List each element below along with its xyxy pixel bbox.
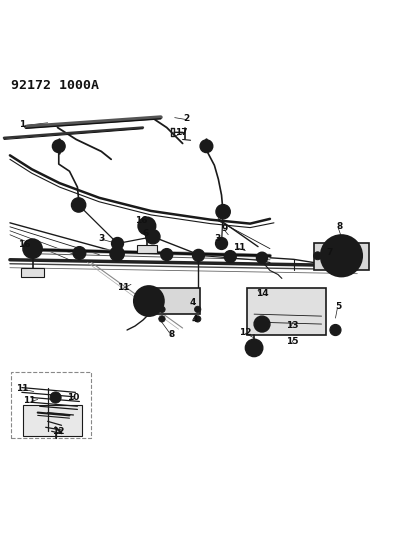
- Circle shape: [227, 254, 233, 259]
- Text: 4: 4: [191, 315, 198, 324]
- Bar: [314, 243, 369, 270]
- Circle shape: [260, 255, 264, 260]
- Circle shape: [112, 238, 123, 249]
- Text: 9: 9: [222, 224, 228, 233]
- Circle shape: [77, 250, 82, 256]
- Circle shape: [159, 316, 165, 322]
- Text: 7: 7: [326, 248, 333, 257]
- Bar: [11, 373, 91, 438]
- Text: 17: 17: [175, 128, 188, 137]
- Circle shape: [224, 251, 236, 263]
- Circle shape: [196, 253, 201, 258]
- Circle shape: [330, 325, 341, 336]
- Circle shape: [195, 316, 201, 322]
- Circle shape: [159, 306, 165, 312]
- Text: 4: 4: [189, 298, 196, 306]
- Text: 12: 12: [239, 328, 252, 337]
- Text: 3: 3: [214, 234, 221, 243]
- Text: 3: 3: [98, 234, 104, 243]
- Circle shape: [75, 201, 82, 208]
- Bar: [247, 288, 326, 335]
- Text: 13: 13: [285, 321, 298, 330]
- Text: 10: 10: [67, 393, 80, 402]
- Circle shape: [28, 244, 37, 253]
- Circle shape: [254, 316, 270, 332]
- Circle shape: [245, 339, 263, 357]
- Circle shape: [314, 252, 322, 260]
- Text: 1: 1: [19, 120, 25, 129]
- Text: 5: 5: [335, 303, 341, 311]
- Circle shape: [161, 248, 173, 261]
- Bar: [149, 288, 200, 314]
- Text: 92172 1000A: 92172 1000A: [11, 79, 99, 92]
- Circle shape: [50, 392, 61, 403]
- Circle shape: [143, 222, 151, 230]
- Text: 15: 15: [286, 337, 299, 346]
- Circle shape: [203, 143, 210, 149]
- Text: 11: 11: [23, 396, 35, 405]
- Circle shape: [337, 251, 346, 261]
- Text: 14: 14: [256, 289, 268, 298]
- Circle shape: [353, 252, 361, 260]
- FancyBboxPatch shape: [23, 405, 82, 436]
- Bar: [21, 269, 44, 277]
- Circle shape: [200, 140, 213, 152]
- Circle shape: [146, 230, 160, 244]
- Circle shape: [71, 198, 86, 212]
- Text: 16: 16: [17, 240, 30, 249]
- Circle shape: [195, 306, 201, 312]
- Circle shape: [114, 251, 120, 257]
- Text: 8: 8: [168, 330, 175, 340]
- Text: 11: 11: [233, 243, 245, 252]
- Circle shape: [220, 208, 227, 215]
- Circle shape: [164, 252, 170, 257]
- Circle shape: [140, 292, 158, 310]
- Text: 6: 6: [143, 229, 149, 238]
- Circle shape: [329, 243, 354, 269]
- Circle shape: [150, 234, 156, 239]
- Circle shape: [321, 235, 362, 277]
- Text: 16: 16: [135, 215, 147, 224]
- Circle shape: [56, 143, 62, 149]
- Bar: [137, 245, 157, 253]
- Circle shape: [216, 238, 227, 249]
- Circle shape: [23, 239, 42, 258]
- Text: 11: 11: [16, 384, 29, 393]
- Circle shape: [52, 140, 65, 152]
- Circle shape: [256, 252, 268, 263]
- Circle shape: [138, 217, 156, 235]
- Text: 11: 11: [117, 283, 129, 292]
- Circle shape: [193, 249, 204, 261]
- Circle shape: [134, 286, 164, 316]
- Text: 12: 12: [52, 427, 65, 436]
- Circle shape: [73, 247, 86, 260]
- Circle shape: [110, 247, 124, 261]
- Circle shape: [216, 205, 230, 219]
- Text: 8: 8: [336, 222, 343, 231]
- Text: 2: 2: [183, 114, 190, 123]
